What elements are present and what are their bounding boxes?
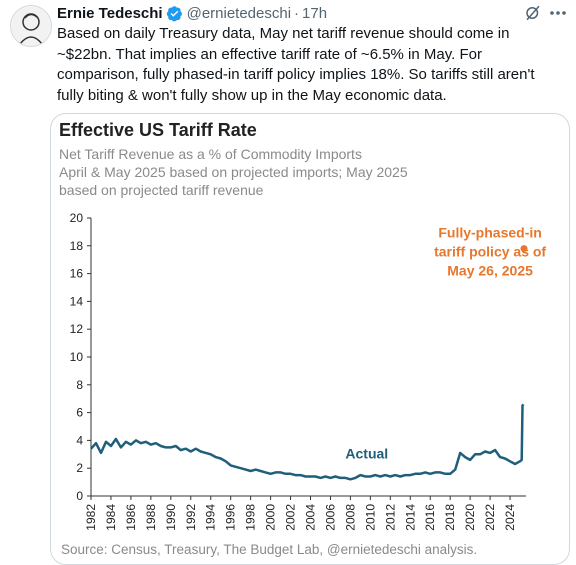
x-tick-label: 2014 xyxy=(403,504,417,531)
x-tick-label: 2010 xyxy=(363,504,377,531)
x-tick-label: 2000 xyxy=(264,504,278,531)
annotation-policy-line: May 26, 2025 xyxy=(447,262,533,278)
tweet-text-line: fully biting & won't fully show up in th… xyxy=(57,86,447,104)
avatar-image xyxy=(11,6,51,46)
grok-icon[interactable] xyxy=(524,4,542,22)
x-tick-label: 1998 xyxy=(244,504,258,531)
y-tick-label: 4 xyxy=(76,433,83,447)
timestamp[interactable]: 17h xyxy=(302,4,328,22)
media-card[interactable]: Effective US Tariff Rate Net Tariff Reve… xyxy=(50,113,570,565)
avatar[interactable] xyxy=(10,5,52,47)
separator-dot: · xyxy=(294,4,300,22)
annotation-policy-line: tariff policy as of xyxy=(434,243,546,259)
y-tick-label: 12 xyxy=(70,322,84,336)
y-tick-label: 16 xyxy=(70,267,84,281)
chart-source: Source: Census, Treasury, The Budget Lab… xyxy=(61,542,478,557)
tweet-text-line: comparison, fully phased-in tariff polic… xyxy=(57,66,535,83)
y-tick-label: 2 xyxy=(76,461,83,475)
x-tick-label: 2016 xyxy=(423,504,437,531)
series-line-actual xyxy=(90,403,525,481)
x-tick-label: 2002 xyxy=(284,504,298,531)
author-name[interactable]: Ernie Tedeschi xyxy=(57,4,163,22)
x-tick-label: 1982 xyxy=(84,504,98,531)
x-tick-label: 2022 xyxy=(483,504,497,531)
y-tick-label: 0 xyxy=(76,489,83,503)
x-tick-label: 2024 xyxy=(503,504,517,531)
x-tick-label: 1988 xyxy=(144,504,158,531)
y-tick-label: 6 xyxy=(76,406,83,420)
annotation-actual: Actual xyxy=(345,445,388,461)
chart-subtitle-line: April & May 2025 based on projected impo… xyxy=(59,164,408,180)
x-tick-label: 2004 xyxy=(303,504,317,531)
tweet-text: Based on daily Treasury data, May net ta… xyxy=(57,24,562,106)
y-tick-label: 18 xyxy=(70,239,84,253)
series-point-policy xyxy=(520,245,528,253)
verified-badge-icon xyxy=(166,5,183,22)
chart-title: Effective US Tariff Rate xyxy=(59,120,257,140)
x-tick-label: 1994 xyxy=(204,504,218,531)
tweet-text-line: Based on daily Treasury data, May net ta… xyxy=(57,25,510,42)
x-tick-label: 2020 xyxy=(463,504,477,531)
x-tick-label: 1992 xyxy=(184,504,198,531)
x-tick-label: 1990 xyxy=(164,504,178,531)
x-tick-label: 2008 xyxy=(343,504,357,531)
tweet-text-line: ~$22bn. That implies an effective tariff… xyxy=(57,45,482,63)
chart-subtitle-line: Net Tariff Revenue as a % of Commodity I… xyxy=(59,146,362,162)
y-tick-label: 8 xyxy=(76,378,83,392)
tariff-rate-chart: 0 2 4 6 8 10 12 14 16 18 20 1982 1984 1986 1988 1990 199… xyxy=(70,211,547,531)
x-tick-label: 1984 xyxy=(104,504,118,531)
x-tick-label: 2018 xyxy=(443,504,457,531)
x-tick-label: 1996 xyxy=(224,504,238,531)
annotation-policy-line: Fully-phased-in xyxy=(438,224,541,240)
x-tick-label: 2012 xyxy=(383,504,397,531)
author-handle[interactable]: @ernietedeschi xyxy=(186,4,292,22)
x-tick-label: 1986 xyxy=(124,504,138,531)
tweet-header: Ernie Tedeschi @ernietedeschi · 17h xyxy=(57,2,566,24)
y-tick-label: 14 xyxy=(70,294,84,308)
chart-subtitle-line: based on projected tariff revenue xyxy=(59,182,264,198)
x-tick-label: 2006 xyxy=(323,504,337,531)
y-tick-label: 20 xyxy=(70,211,84,225)
y-tick-label: 10 xyxy=(70,350,84,364)
more-options-icon[interactable] xyxy=(548,4,568,22)
